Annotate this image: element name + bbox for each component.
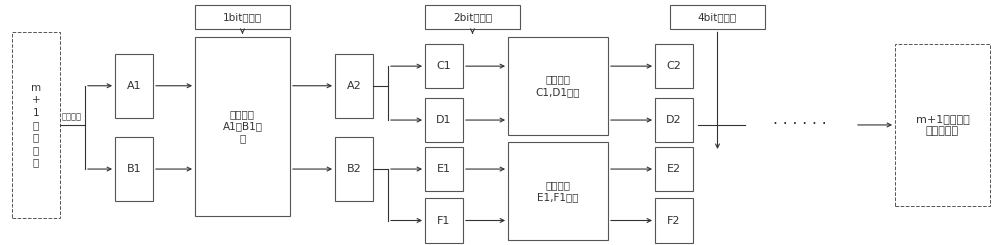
Bar [115, 54, 153, 118]
Text: 随机交换
C1,D1位置: 随机交换 C1,D1位置 [536, 74, 580, 97]
Bar [195, 5, 290, 29]
Text: m+1个位置随
机的轮密钥: m+1个位置随 机的轮密钥 [916, 114, 969, 136]
Bar [335, 137, 373, 201]
Bar [655, 147, 693, 191]
Text: B2: B2 [347, 164, 361, 174]
Bar [425, 147, 463, 191]
Bar [670, 5, 765, 29]
Bar [655, 44, 693, 88]
Text: m
+
1
个
轮
密
钥: m + 1 个 轮 密 钥 [31, 83, 41, 167]
Text: 4bit随机数: 4bit随机数 [698, 12, 737, 22]
Text: C1: C1 [437, 61, 451, 71]
Text: A2: A2 [347, 81, 361, 91]
Bar [425, 198, 463, 243]
Text: 随机交换
A1，B1位
置: 随机交换 A1，B1位 置 [222, 109, 262, 144]
Text: 1bit随机数: 1bit随机数 [223, 12, 262, 22]
Text: B1: B1 [127, 164, 141, 174]
Bar [335, 54, 373, 118]
Bar [895, 44, 990, 206]
Text: F2: F2 [667, 216, 681, 225]
Bar [425, 98, 463, 142]
Bar [425, 5, 520, 29]
Bar [508, 142, 608, 240]
Bar [12, 32, 60, 218]
Bar [425, 44, 463, 88]
Text: E2: E2 [667, 164, 681, 174]
Bar [655, 98, 693, 142]
Text: E1: E1 [437, 164, 451, 174]
Text: D2: D2 [666, 115, 682, 125]
Text: C2: C2 [667, 61, 681, 71]
Text: D1: D1 [436, 115, 452, 125]
Text: A1: A1 [127, 81, 141, 91]
Bar [115, 137, 153, 201]
Text: 分为两半: 分为两半 [62, 112, 82, 121]
Bar [655, 198, 693, 243]
Text: 随机交换
E1,F1位置: 随机交换 E1,F1位置 [537, 180, 579, 202]
Text: F1: F1 [437, 216, 451, 225]
Bar [195, 37, 290, 216]
Bar [508, 37, 608, 135]
Text: · · · · · ·: · · · · · · [773, 117, 827, 133]
Text: 2bit随机数: 2bit随机数 [453, 12, 492, 22]
